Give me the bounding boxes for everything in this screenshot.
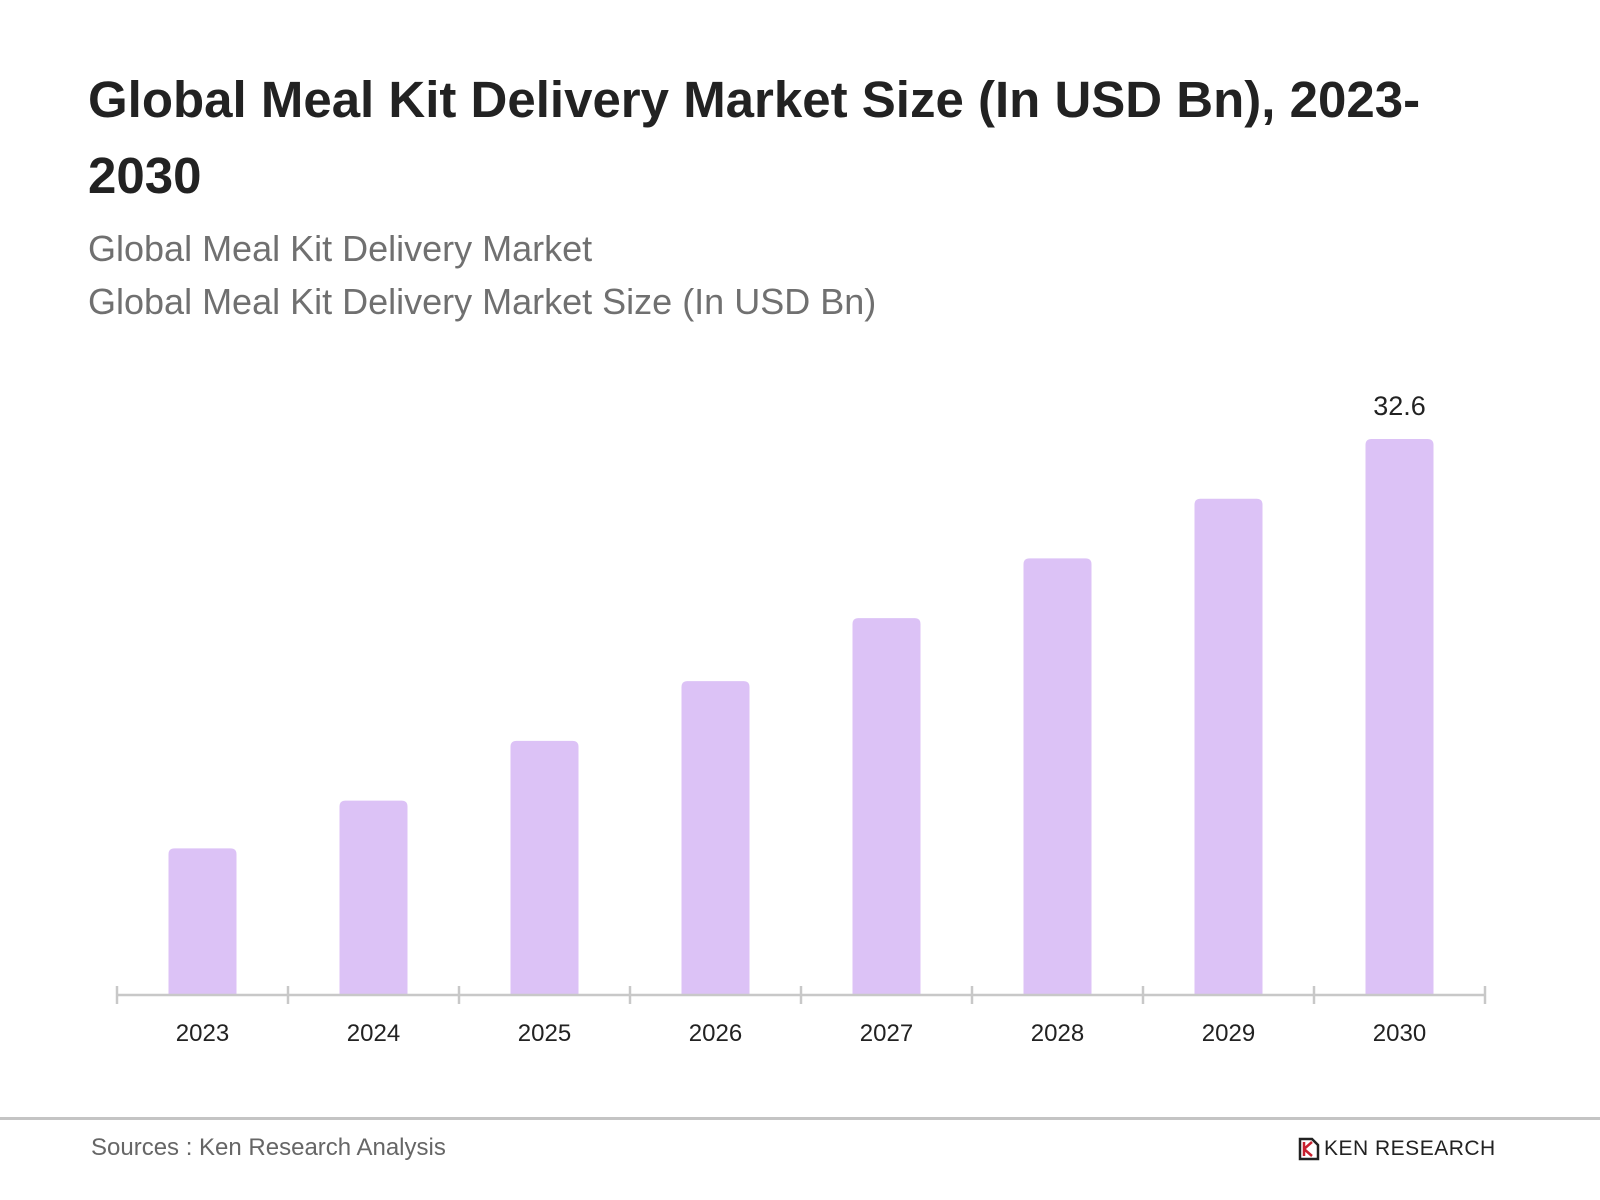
x-tick-label: 2028 [1031, 1020, 1084, 1047]
ken-research-logo: KEN RESEARCH [1298, 1137, 1496, 1161]
x-tick-label: 2025 [518, 1020, 571, 1047]
bar-2026 [681, 681, 750, 995]
source-note: Sources : Ken Research Analysis [91, 1134, 446, 1161]
x-tick-label: 2023 [176, 1020, 229, 1047]
bar-2029 [1194, 498, 1263, 995]
x-tick-label: 2030 [1373, 1020, 1426, 1047]
bar-2025 [510, 740, 579, 995]
x-tick-label: 2029 [1202, 1020, 1255, 1047]
chart-subtitle: Global Meal Kit Delivery Market [88, 228, 593, 269]
bar-chart: 2023 2024 2025 2026 2027 2028 2029 2030 32.6 [115, 391, 1487, 1047]
x-tick-label: 2027 [860, 1020, 913, 1047]
bar-2024 [339, 800, 408, 995]
footer-divider [0, 1117, 1600, 1120]
x-tick-label: 2024 [347, 1020, 400, 1047]
x-tick-label: 2026 [689, 1020, 742, 1047]
chart-series-label: Global Meal Kit Delivery Market Size (In… [88, 281, 877, 322]
bar-2028 [1023, 558, 1092, 995]
bar-2023 [168, 848, 237, 995]
chart-title: Global Meal Kit Delivery Market Size (In… [88, 71, 1421, 204]
data-label: 32.6 [1373, 391, 1426, 421]
ken-logo-icon [1298, 1137, 1320, 1161]
bar-2030 [1365, 439, 1434, 995]
logo-text: KEN RESEARCH [1324, 1137, 1496, 1160]
bar-2027 [852, 618, 921, 995]
